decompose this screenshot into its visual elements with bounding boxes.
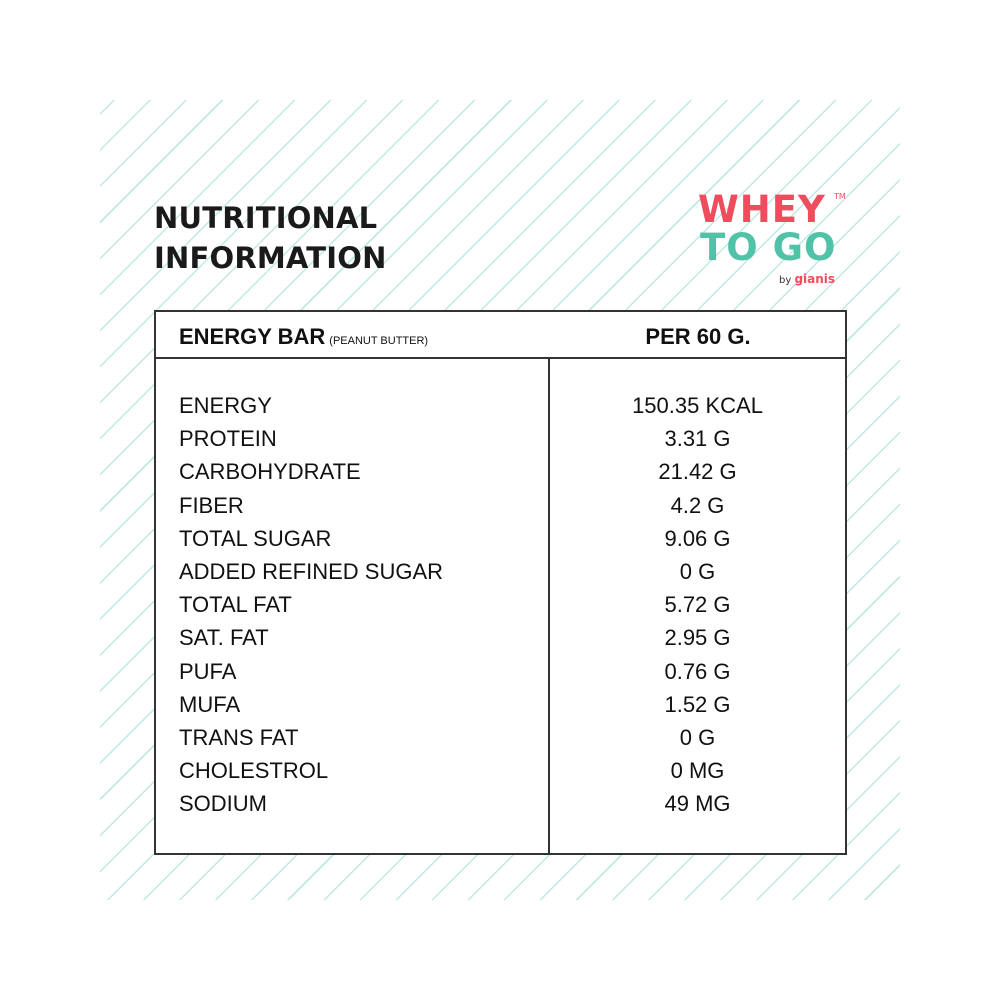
nutrient-value: 9.06 G bbox=[664, 525, 731, 551]
nutrient-label: TOTAL FAT bbox=[179, 592, 292, 618]
nutrient-label: FIBER bbox=[179, 492, 244, 518]
title-line-2: INFORMATION bbox=[154, 241, 387, 275]
product-variant: (PEANUT BUTTER) bbox=[329, 335, 429, 347]
table-row: SAT. FAT 2.95 G bbox=[156, 624, 845, 657]
nutrient-value: 0 G bbox=[679, 558, 716, 584]
nutrient-label: SAT. FAT bbox=[179, 625, 269, 651]
logo-whey-text: WHEY bbox=[698, 188, 826, 231]
nutrient-rows: ENERGY 150.35 KCAL PROTEIN 3.31 G CARBOHYD… bbox=[156, 392, 845, 823]
table-row: MUFA 1.52 G bbox=[156, 691, 845, 724]
table-row: SODIUM 49 MG bbox=[156, 790, 845, 823]
table-row: ADDED REFINED SUGAR 0 G bbox=[156, 558, 845, 591]
nutrient-label: PUFA bbox=[179, 658, 237, 684]
nutrient-value: 4.2 G bbox=[670, 492, 725, 518]
nutrient-value: 3.31 G bbox=[664, 426, 731, 452]
nutrient-label: ENERGY bbox=[179, 393, 272, 418]
nutrient-label: TRANS FAT bbox=[179, 724, 299, 750]
table-row: CARBOHYDRATE 21.42 G bbox=[156, 458, 845, 491]
product-name-text: ENERGY BAR bbox=[179, 324, 326, 349]
table-row: CHOLESTROL 0 MG bbox=[156, 757, 845, 790]
nutrient-value: 1.52 G bbox=[664, 691, 731, 717]
title-line-1: NUTRITIONAL bbox=[154, 201, 378, 235]
product-name: ENERGY BAR (PEANUT BUTTER) bbox=[179, 324, 428, 350]
nutrient-label: CHOLESTROL bbox=[179, 758, 329, 784]
nutrient-value: 21.42 G bbox=[658, 459, 737, 485]
nutrient-label: TOTAL SUGAR bbox=[179, 525, 332, 551]
nutrient-value: 0 G bbox=[679, 724, 716, 750]
by-text: by bbox=[779, 275, 792, 286]
table-header: ENERGY BAR (PEANUT BUTTER) PER 60 G. bbox=[156, 312, 845, 359]
logo-byline: by gianis bbox=[779, 272, 835, 286]
table-row: ENERGY 150.35 KCAL bbox=[156, 392, 845, 425]
trademark-mark: TM bbox=[834, 192, 846, 201]
column-divider bbox=[548, 359, 550, 853]
nutrient-label: MUFA bbox=[179, 691, 241, 717]
nutrient-value: 0 MG bbox=[670, 758, 725, 784]
table-row: PUFA 0.76 G bbox=[156, 658, 845, 691]
nutrient-label: ADDED REFINED SUGAR bbox=[179, 558, 444, 584]
table-row: FIBER 4.2 G bbox=[156, 492, 845, 525]
brand-logo: WHEY TM TO GO by gianis bbox=[698, 190, 848, 290]
nutrient-label: CARBOHYDRATE bbox=[179, 459, 361, 485]
nutrition-table: ENERGY BAR (PEANUT BUTTER) PER 60 G. ENER… bbox=[154, 310, 847, 855]
nutrient-value: 0.76 G bbox=[664, 658, 731, 684]
nutrient-label: SODIUM bbox=[179, 791, 267, 817]
table-row: PROTEIN 3.31 G bbox=[156, 425, 845, 458]
nutrient-value: 2.95 G bbox=[664, 625, 731, 651]
gianis-brand: gianis bbox=[794, 272, 836, 286]
table-row: TOTAL SUGAR 9.06 G bbox=[156, 525, 845, 558]
logo-togo-text: TO GO bbox=[700, 226, 837, 269]
nutrient-value: 150.35 KCAL bbox=[632, 393, 763, 418]
nutrient-value: 5.72 G bbox=[664, 592, 731, 618]
table-row: TRANS FAT 0 G bbox=[156, 724, 845, 757]
table-row: TOTAL FAT 5.72 G bbox=[156, 591, 845, 624]
nutrient-label: PROTEIN bbox=[179, 426, 277, 452]
page-title: NUTRITIONAL INFORMATION bbox=[154, 198, 387, 278]
nutrient-value: 49 MG bbox=[664, 791, 731, 817]
serving-size: PER 60 G. bbox=[645, 324, 751, 349]
